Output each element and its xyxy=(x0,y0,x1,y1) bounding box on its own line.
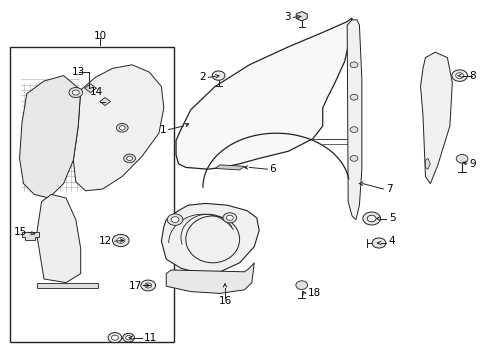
Circle shape xyxy=(349,94,357,100)
Text: 15: 15 xyxy=(14,227,27,237)
Text: 11: 11 xyxy=(144,333,157,343)
Text: 8: 8 xyxy=(468,71,475,81)
Text: 10: 10 xyxy=(94,31,106,41)
Text: 2: 2 xyxy=(198,72,205,82)
Polygon shape xyxy=(84,84,96,93)
Circle shape xyxy=(111,335,118,340)
Text: 13: 13 xyxy=(71,67,85,77)
Polygon shape xyxy=(215,165,244,170)
Polygon shape xyxy=(21,232,39,240)
Circle shape xyxy=(119,126,125,130)
Polygon shape xyxy=(37,194,81,283)
Circle shape xyxy=(349,62,357,68)
Polygon shape xyxy=(176,18,351,169)
Circle shape xyxy=(223,213,236,223)
Polygon shape xyxy=(166,263,254,293)
Circle shape xyxy=(125,336,131,340)
Circle shape xyxy=(366,215,375,222)
Circle shape xyxy=(171,217,179,222)
Text: 6: 6 xyxy=(268,164,275,174)
Text: 5: 5 xyxy=(388,213,395,223)
Circle shape xyxy=(167,214,183,225)
Circle shape xyxy=(126,156,132,161)
Circle shape xyxy=(451,70,467,81)
Circle shape xyxy=(226,215,233,220)
Circle shape xyxy=(123,154,135,163)
Circle shape xyxy=(116,123,128,132)
Circle shape xyxy=(112,234,129,247)
Circle shape xyxy=(117,238,124,243)
Text: 12: 12 xyxy=(99,236,112,246)
Text: 17: 17 xyxy=(128,281,142,291)
Circle shape xyxy=(455,154,467,163)
Circle shape xyxy=(349,127,357,132)
Text: 7: 7 xyxy=(386,184,392,194)
Circle shape xyxy=(349,156,357,161)
Polygon shape xyxy=(73,65,163,191)
Circle shape xyxy=(144,283,151,288)
Text: 4: 4 xyxy=(388,236,395,246)
Text: 16: 16 xyxy=(218,296,231,306)
Polygon shape xyxy=(296,12,306,21)
Polygon shape xyxy=(420,52,451,184)
Text: 9: 9 xyxy=(468,159,475,169)
Circle shape xyxy=(455,73,463,78)
Text: 14: 14 xyxy=(90,87,103,97)
Text: 18: 18 xyxy=(307,288,321,298)
Polygon shape xyxy=(20,76,81,198)
Circle shape xyxy=(212,71,224,80)
Polygon shape xyxy=(425,158,429,169)
Bar xyxy=(10,47,173,342)
Polygon shape xyxy=(346,20,361,220)
Text: 3: 3 xyxy=(283,12,290,22)
Circle shape xyxy=(362,212,380,225)
Polygon shape xyxy=(161,203,259,274)
Text: 1: 1 xyxy=(159,125,166,135)
Circle shape xyxy=(108,333,122,343)
Circle shape xyxy=(371,238,385,248)
Circle shape xyxy=(295,281,307,289)
Polygon shape xyxy=(37,283,98,288)
Circle shape xyxy=(141,280,155,291)
Polygon shape xyxy=(100,98,110,105)
Circle shape xyxy=(122,333,134,342)
Circle shape xyxy=(72,90,79,95)
Circle shape xyxy=(69,87,82,98)
